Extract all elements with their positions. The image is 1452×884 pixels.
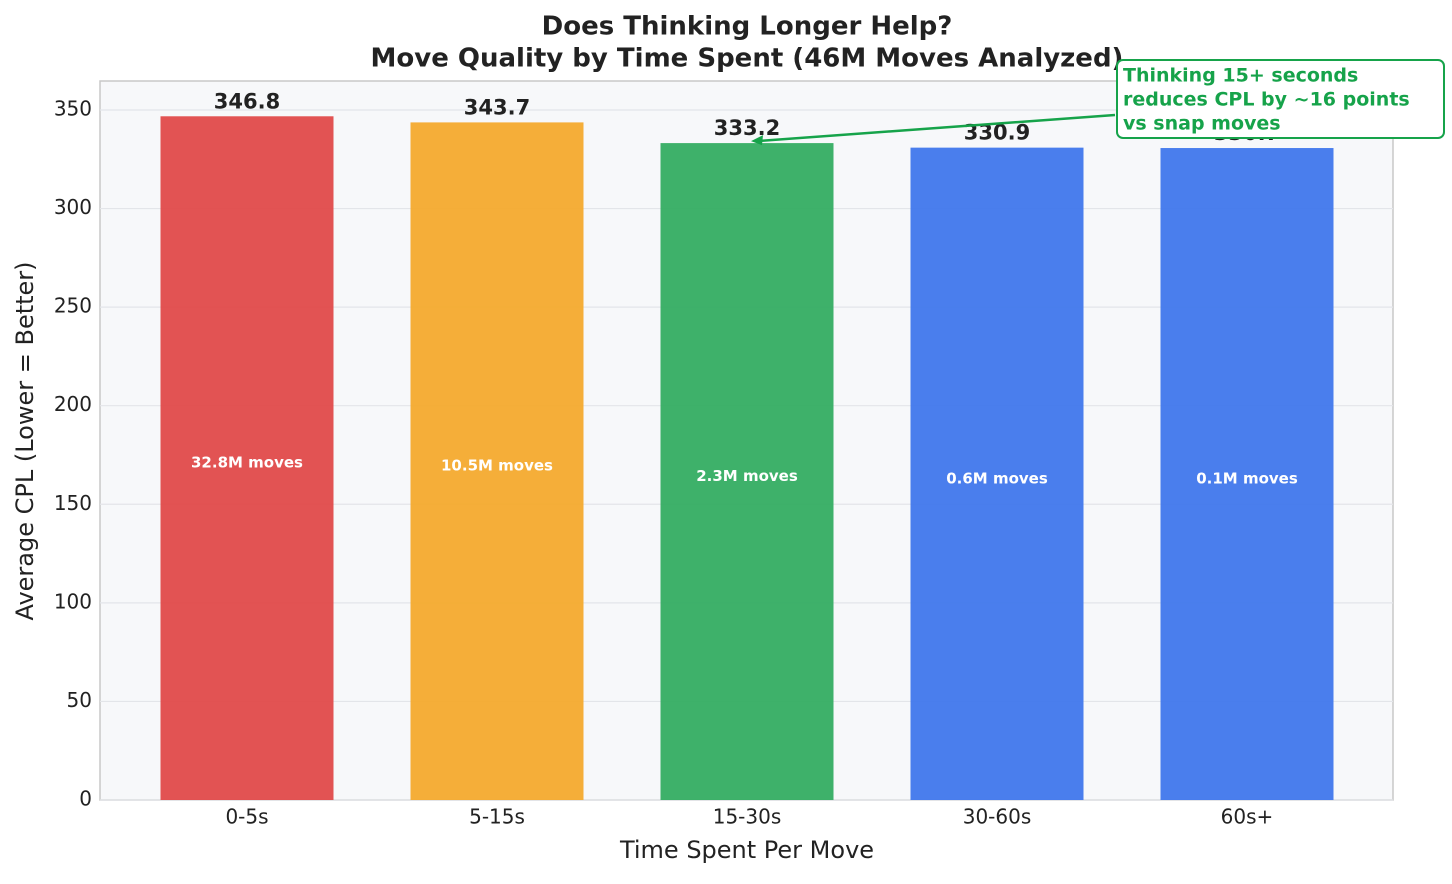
bar-inner-label: 0.1M moves xyxy=(1196,470,1298,488)
x-tick-label: 0-5s xyxy=(225,805,268,829)
bar-inner-label: 0.6M moves xyxy=(946,469,1048,487)
annotation-text: reduces CPL by ~16 points xyxy=(1123,89,1410,111)
x-tick-label: 60s+ xyxy=(1221,805,1274,829)
y-tick-label: 200 xyxy=(54,392,92,416)
y-tick-label: 250 xyxy=(54,294,92,318)
y-tick-label: 100 xyxy=(54,589,92,613)
y-tick-label: 300 xyxy=(54,195,92,219)
annotation-arrowhead xyxy=(751,135,763,146)
bar xyxy=(660,143,834,800)
y-tick-label: 150 xyxy=(54,491,92,515)
value-label: 346.8 xyxy=(214,89,280,113)
chart-title: Does Thinking Longer Help? xyxy=(542,12,953,42)
bar xyxy=(910,147,1084,801)
y-tick-label: 350 xyxy=(54,96,92,120)
y-tick-label: 50 xyxy=(67,688,92,712)
x-axis-label: Time Spent Per Move xyxy=(619,836,874,864)
annotation-text: Thinking 15+ seconds xyxy=(1123,65,1358,87)
bar xyxy=(410,122,584,801)
annotation-arrow xyxy=(756,113,1116,143)
annotation-text: vs snap moves xyxy=(1123,113,1281,135)
y-tick-label: 0 xyxy=(79,787,92,811)
bar-inner-label: 32.8M moves xyxy=(191,454,303,472)
bar xyxy=(1160,148,1334,800)
x-tick-label: 30-60s xyxy=(963,805,1032,829)
x-tick-label: 15-30s xyxy=(713,805,782,829)
value-label: 343.7 xyxy=(464,95,530,119)
x-tick-label: 5-15s xyxy=(469,805,525,829)
bar xyxy=(160,116,334,800)
annotation-box xyxy=(1116,59,1445,139)
value-label: 333.2 xyxy=(714,116,780,140)
bar-inner-label: 2.3M moves xyxy=(696,467,798,485)
bar-inner-label: 10.5M moves xyxy=(441,457,553,475)
y-axis-label: Average CPL (Lower = Better) xyxy=(11,261,39,620)
chart-title: Move Quality by Time Spent (46M Moves An… xyxy=(371,44,1124,74)
